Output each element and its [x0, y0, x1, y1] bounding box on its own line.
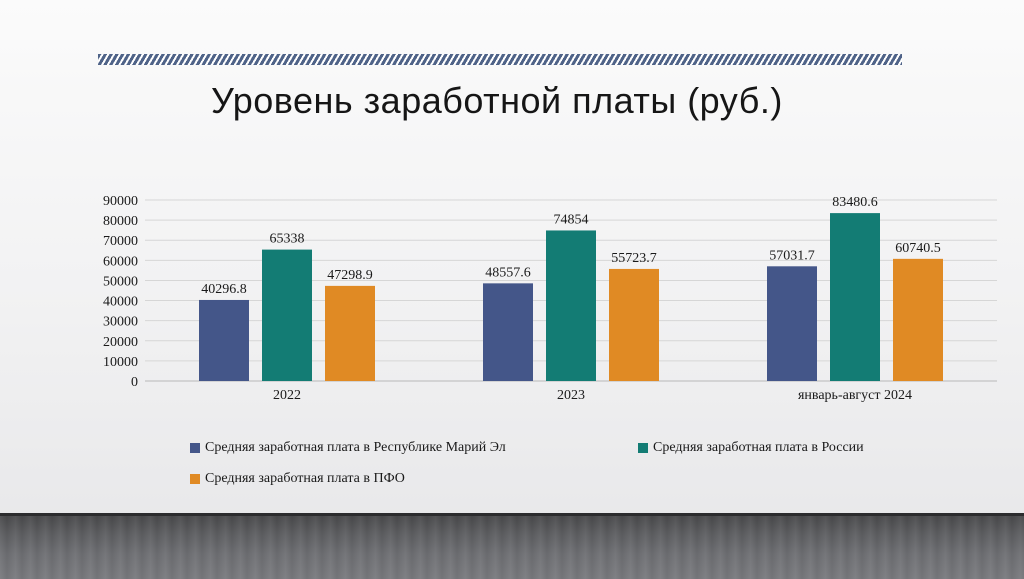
- x-tick-label: 2023: [557, 388, 585, 403]
- legend-item-russia: Средняя заработная плата в России: [638, 440, 864, 456]
- bar: [830, 213, 880, 381]
- x-tick-label: 2022: [273, 388, 301, 403]
- y-tick-label: 10000: [103, 355, 138, 370]
- slide-title: Уровень заработной платы (руб.): [211, 80, 783, 121]
- data-label: 57031.7: [769, 248, 815, 263]
- bar: [483, 283, 533, 381]
- floor-background: [0, 513, 1024, 579]
- bar: [767, 266, 817, 381]
- y-tick-label: 60000: [103, 254, 138, 269]
- legend-item-mari-el: Средняя заработная плата в Республике Ма…: [190, 440, 506, 456]
- bar: [325, 285, 375, 381]
- y-tick-label: 50000: [103, 274, 138, 289]
- y-tick-label: 90000: [103, 194, 138, 209]
- y-tick-label: 30000: [103, 315, 138, 330]
- y-tick-label: 0: [131, 375, 138, 390]
- data-label: 74854: [554, 212, 589, 227]
- bar-chart: 0 10000 20000 30000 40000 50000 60000 70000 8000…: [103, 194, 997, 403]
- data-label: 47298.9: [327, 268, 373, 283]
- y-tick-label: 70000: [103, 234, 138, 249]
- y-tick-label: 20000: [103, 335, 138, 350]
- bar: [893, 258, 943, 381]
- legend-label-russia: Средняя заработная плата в России: [653, 440, 864, 455]
- data-label: 60740.5: [895, 241, 941, 256]
- legend-item-pfo: Средняя заработная плата в ПФО: [190, 471, 405, 487]
- legend-swatch-pfo: [190, 474, 200, 484]
- y-tick-label: 40000: [103, 295, 138, 310]
- legend-swatch-mari-el: [190, 443, 200, 453]
- bar: [609, 268, 659, 381]
- data-label: 40296.8: [201, 282, 247, 297]
- legend-label-pfo: Средняя заработная плата в ПФО: [205, 471, 405, 486]
- legend-swatch-russia: [638, 443, 648, 453]
- data-label: 55723.7: [611, 251, 657, 266]
- legend-label-mari-el: Средняя заработная плата в Республике Ма…: [205, 440, 506, 455]
- bar: [546, 230, 596, 381]
- decorative-stripe: [98, 54, 902, 65]
- data-label: 83480.6: [832, 195, 878, 210]
- data-label: 48557.6: [485, 265, 531, 280]
- bar: [262, 249, 312, 381]
- data-label: 65338: [270, 232, 305, 247]
- chart-legend: Средняя заработная плата в Республике Ма…: [190, 440, 950, 490]
- y-tick-label: 80000: [103, 214, 138, 229]
- bar: [199, 299, 249, 381]
- x-tick-label: январь-август 2024: [798, 388, 912, 403]
